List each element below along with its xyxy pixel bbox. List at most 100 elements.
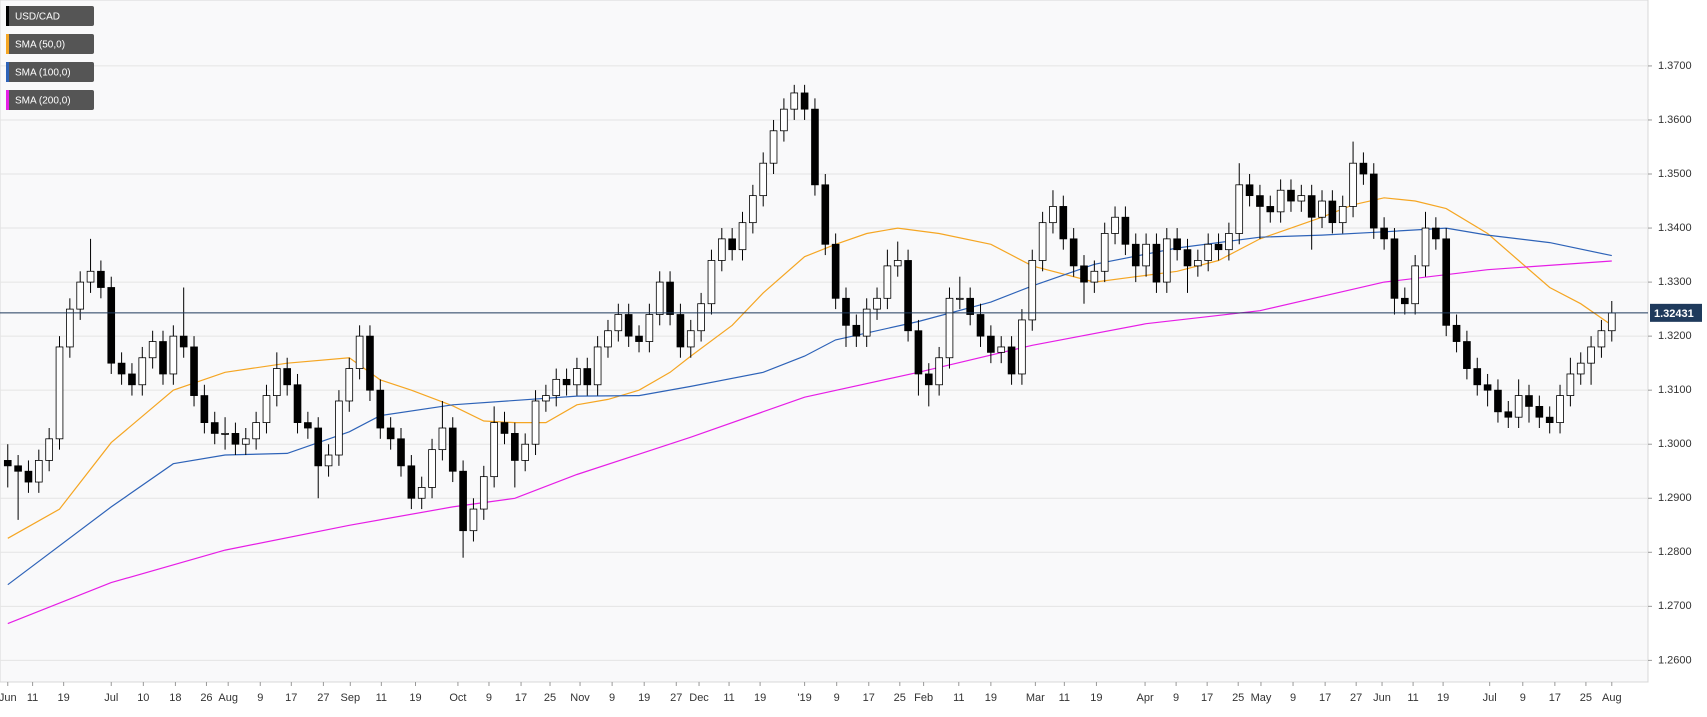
candle-body xyxy=(987,335,995,353)
candle-body xyxy=(935,357,943,386)
candle-body xyxy=(552,378,561,396)
candle-body xyxy=(1287,189,1295,202)
candle-body xyxy=(252,422,260,440)
y-tick-label: 1.3300 xyxy=(1658,276,1692,288)
legend-swatch xyxy=(6,90,9,110)
candle-body xyxy=(24,470,33,483)
candle-body xyxy=(1597,330,1606,348)
candle-body xyxy=(210,422,219,434)
x-tick-label: 19 xyxy=(1090,692,1102,704)
candle-body xyxy=(521,443,530,461)
candle-body xyxy=(1049,206,1057,224)
candle-body xyxy=(45,438,53,461)
candle-body xyxy=(148,341,157,359)
y-tick-label: 1.3200 xyxy=(1658,330,1692,342)
candle-body xyxy=(1494,389,1502,413)
candle-body xyxy=(1380,227,1388,240)
candle-body xyxy=(428,449,436,488)
candle-body xyxy=(293,384,302,424)
candle-body xyxy=(200,395,209,424)
x-tick-label: 11 xyxy=(723,692,734,704)
x-tick-label: 19 xyxy=(58,692,70,704)
candle-body xyxy=(34,460,43,483)
candle-body xyxy=(1411,265,1419,305)
candle-body xyxy=(397,438,405,467)
candle-body xyxy=(1442,238,1451,326)
candle-body xyxy=(676,314,685,348)
candle-body xyxy=(314,427,323,467)
candle-body xyxy=(1235,184,1244,234)
x-tick-label: 9 xyxy=(609,692,615,704)
x-tick-label: 19 xyxy=(409,692,421,704)
candle-body xyxy=(666,281,674,315)
x-tick-label: 9 xyxy=(1173,692,1179,704)
x-tick-label: 25 xyxy=(894,692,906,704)
candle-body xyxy=(1225,233,1233,251)
candle-body xyxy=(190,346,198,396)
legend-label: SMA (200,0) xyxy=(15,96,71,107)
candle-body xyxy=(479,476,488,510)
candle-body xyxy=(893,260,902,267)
candle-body xyxy=(1297,195,1306,202)
candle-body xyxy=(128,373,136,386)
candle-body xyxy=(1359,162,1368,175)
x-tick-label: Aug xyxy=(218,692,238,704)
candle-body xyxy=(1266,206,1275,213)
candle-body xyxy=(231,433,240,445)
candle-body xyxy=(355,335,364,369)
candle-body xyxy=(3,460,12,467)
legend: USD/CAD SMA (50,0) SMA (100,0) SMA (200,0) xyxy=(6,6,94,110)
candle-body xyxy=(1214,243,1223,251)
candle-body xyxy=(159,341,167,375)
x-tick-label: 11 xyxy=(1059,692,1070,704)
candle-body xyxy=(1152,243,1161,283)
x-tick-label: 26 xyxy=(200,692,212,704)
x-tick-label: 9 xyxy=(257,692,263,704)
legend-swatch xyxy=(6,34,9,54)
candle-body xyxy=(511,433,519,461)
candle-body xyxy=(107,287,116,364)
candle-body xyxy=(593,346,602,386)
candle-body xyxy=(55,346,64,440)
candle-body xyxy=(945,297,954,359)
candle-body xyxy=(335,400,343,456)
x-tick-label: Jul xyxy=(1483,692,1497,704)
candle-body xyxy=(1504,411,1513,418)
candle-body xyxy=(1473,368,1482,386)
candle-body xyxy=(914,330,923,375)
candle-body xyxy=(728,238,736,251)
candle-body xyxy=(531,400,540,445)
candle-body xyxy=(1276,189,1285,213)
candle-body xyxy=(614,314,623,332)
x-tick-label: 17 xyxy=(1201,692,1213,704)
x-tick-label: '19 xyxy=(797,692,811,704)
x-tick-label: 19 xyxy=(985,692,997,704)
x-tick-label: 9 xyxy=(486,692,492,704)
candle-body xyxy=(1111,216,1119,234)
candle-body xyxy=(1390,238,1399,299)
legend-box xyxy=(6,34,94,54)
candle-body xyxy=(655,281,664,315)
x-tick-label: 9 xyxy=(834,692,840,704)
candle-body xyxy=(831,243,840,299)
candle-body xyxy=(1452,324,1461,342)
candle-body xyxy=(76,281,85,310)
x-tick-label: 11 xyxy=(376,692,387,704)
legend-label: SMA (100,0) xyxy=(15,68,71,79)
candle-body xyxy=(852,324,861,337)
x-tick-label: Jun xyxy=(0,692,17,704)
candle-body xyxy=(86,270,95,283)
y-tick-label: 1.2700 xyxy=(1658,600,1692,612)
candle-body xyxy=(707,260,716,305)
legend-swatch xyxy=(6,62,9,82)
y-tick-label: 1.3100 xyxy=(1658,384,1692,396)
y-tick-label: 1.2800 xyxy=(1658,546,1692,558)
x-tick-label: 17 xyxy=(285,692,297,704)
x-tick-label: Dec xyxy=(689,692,709,704)
legend-box xyxy=(6,6,94,26)
x-tick-label: 25 xyxy=(1232,692,1244,704)
x-tick-label: 17 xyxy=(863,692,875,704)
legend-box xyxy=(6,62,94,82)
candle-body xyxy=(1349,162,1357,207)
x-tick-label: 27 xyxy=(317,692,329,704)
